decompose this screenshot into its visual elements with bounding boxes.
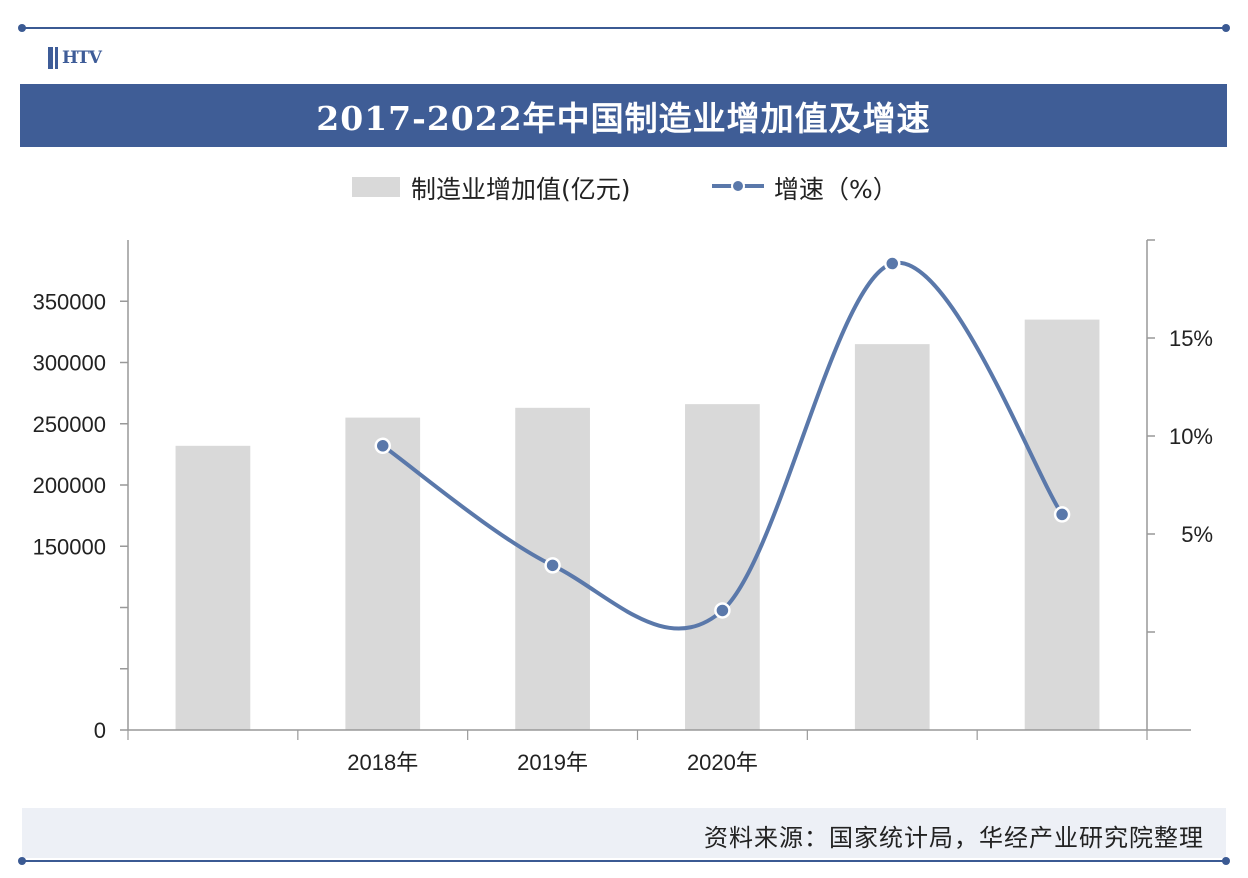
y-left-tick-label: 0 bbox=[94, 718, 106, 743]
bar-2018年 bbox=[345, 417, 421, 730]
y-left-tick-label: 150000 bbox=[33, 534, 106, 559]
y-left-tick-label: 300000 bbox=[33, 351, 106, 376]
top-rule bbox=[18, 24, 1230, 32]
legend-swatch-line bbox=[712, 179, 764, 193]
x-tick-label: 2019年 bbox=[517, 750, 588, 775]
bottom-rule bbox=[18, 857, 1230, 865]
bar-2021年 bbox=[854, 344, 930, 730]
legend-label-value: 制造业增加值(亿元) bbox=[411, 175, 631, 204]
growth-point bbox=[544, 557, 561, 574]
source-note: 资料来源：国家统计局，华经产业研究院整理 bbox=[704, 824, 1204, 852]
y-left-tick-label: 350000 bbox=[33, 289, 106, 314]
bar-2017年 bbox=[175, 445, 251, 730]
legend-swatch-bar bbox=[352, 177, 400, 197]
growth-point bbox=[884, 255, 901, 272]
y-left-tick-label: 200000 bbox=[33, 473, 106, 498]
y-right-tick-label: 5% bbox=[1181, 522, 1213, 547]
y-left-tick-label: 250000 bbox=[33, 412, 106, 437]
growth-line bbox=[381, 260, 1064, 631]
x-tick-label: 2020年 bbox=[687, 750, 758, 775]
bar-2020年 bbox=[685, 404, 760, 730]
bar-2022年 bbox=[1024, 319, 1100, 730]
growth-point bbox=[1053, 506, 1071, 523]
growth-point bbox=[714, 602, 731, 619]
brand-logo: HTV bbox=[48, 44, 126, 72]
source-footer: 资料来源：国家统计局，华经产业研究院整理 bbox=[22, 808, 1226, 858]
title-banner: 2017-2022年中国制造业增加值及增速 bbox=[20, 84, 1227, 147]
x-tick-label: 2018年 bbox=[347, 750, 418, 775]
growth-point bbox=[374, 437, 391, 455]
chart-title: 2017-2022年中国制造业增加值及增速 bbox=[316, 98, 931, 138]
legend-label-growth: 增速（%） bbox=[774, 175, 898, 204]
y-right-tick-label: 15% bbox=[1169, 326, 1213, 351]
y-right-tick-label: 10% bbox=[1169, 424, 1213, 449]
chart-legend: 制造业增加值(亿元) 增速（%） bbox=[0, 166, 1248, 206]
